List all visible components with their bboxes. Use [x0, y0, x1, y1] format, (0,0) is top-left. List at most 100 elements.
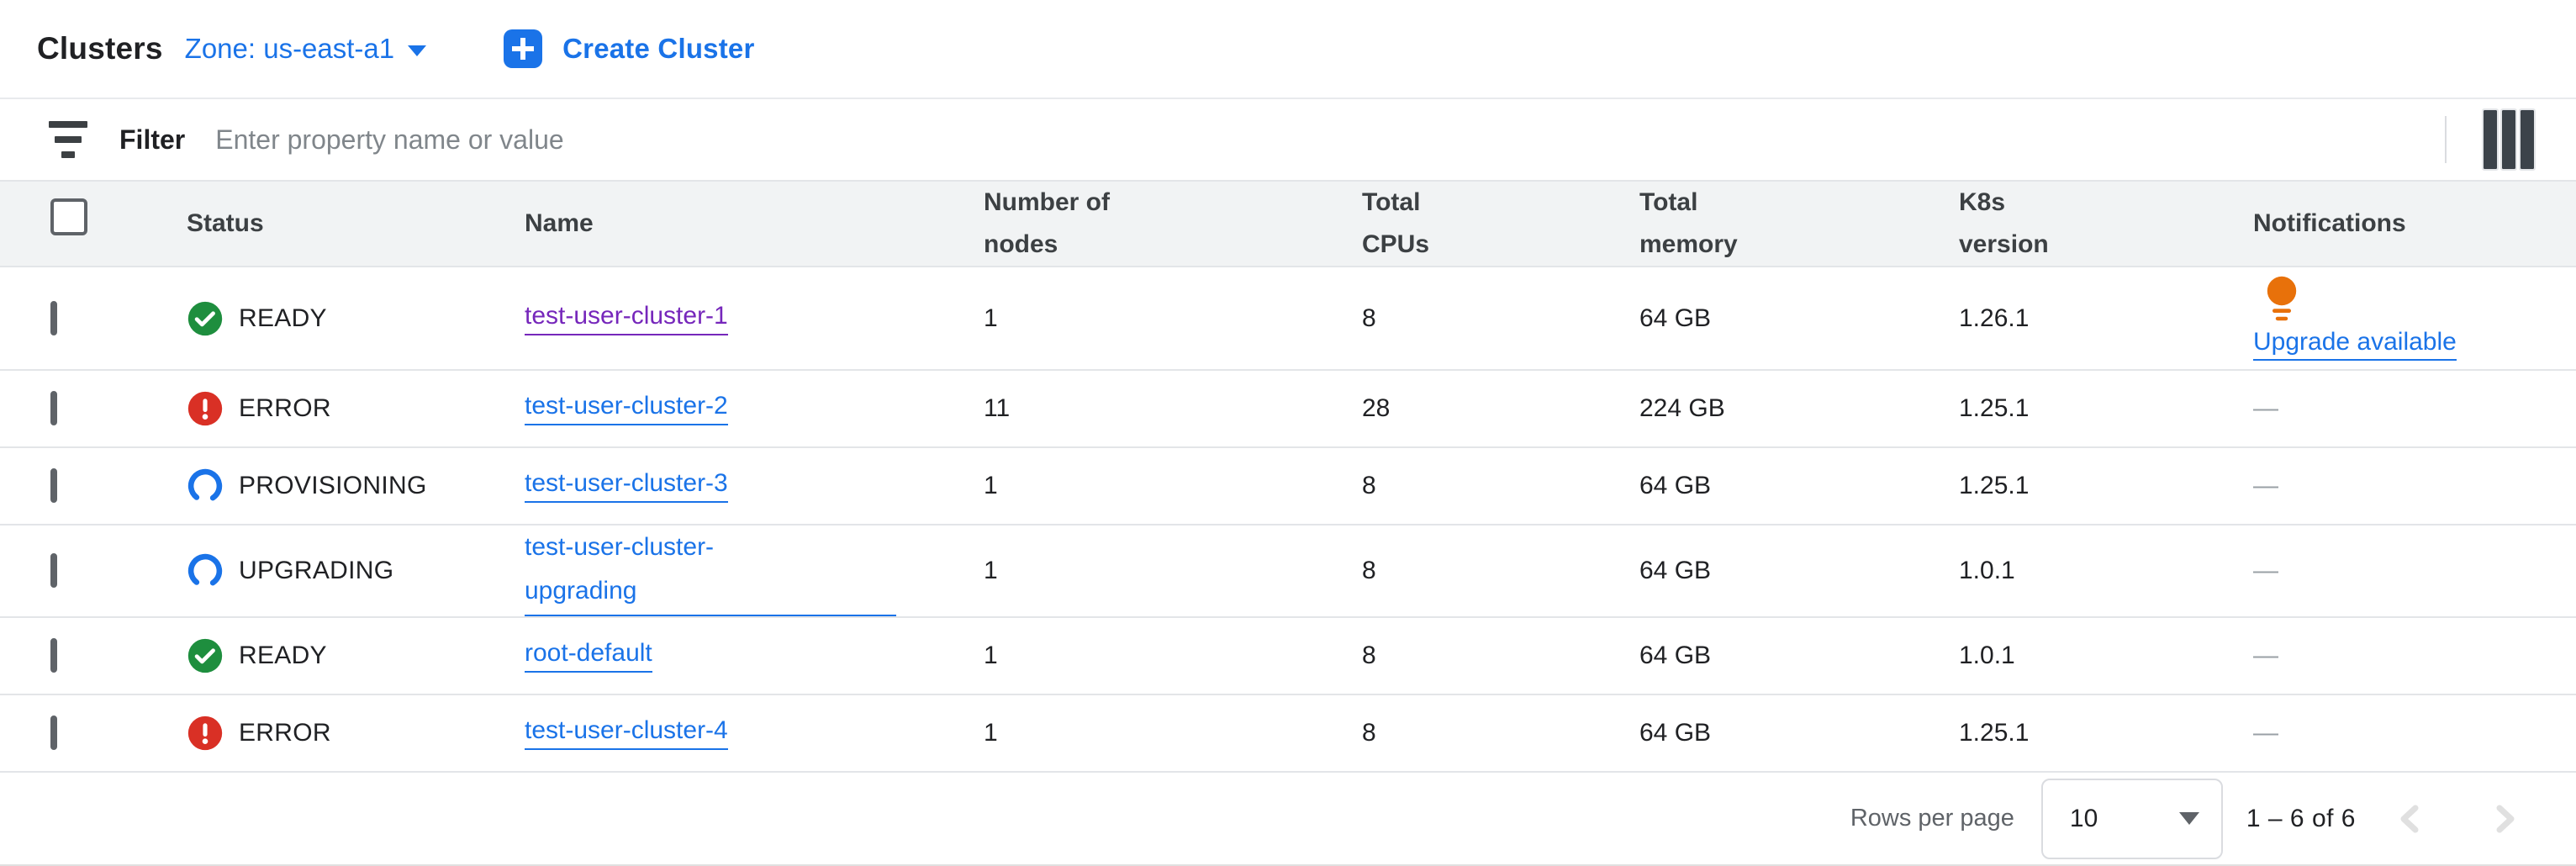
- cpus-cell: 8: [1362, 557, 1639, 585]
- nodes-cell: 1: [984, 472, 1362, 500]
- column-header-memory: Total memory: [1639, 188, 1738, 258]
- zone-selector-label: Zone: us-east-a1: [184, 33, 395, 64]
- memory-value: 64 GB: [1639, 472, 1712, 499]
- status-cell: ERROR: [187, 715, 525, 752]
- status-spinner-icon: [187, 553, 223, 589]
- cpus-value: 8: [1362, 472, 1376, 499]
- cpus-cell: 8: [1362, 304, 1639, 333]
- select-all-checkbox[interactable]: [50, 198, 87, 235]
- name-cell: test-user-cluster-4: [525, 716, 984, 750]
- create-cluster-button[interactable]: Create Cluster: [504, 29, 754, 68]
- rows-per-page-value: 10: [2069, 804, 2098, 832]
- upgrade-available-link[interactable]: Upgrade available: [2253, 328, 2457, 361]
- cluster-name-link[interactable]: test-user-cluster-3: [525, 469, 728, 503]
- chevron-down-icon: [2178, 812, 2199, 825]
- status-cell: PROVISIONING: [187, 467, 525, 504]
- nodes-cell: 1: [984, 304, 1362, 333]
- cluster-name-link[interactable]: test-user-cluster-2: [525, 392, 728, 425]
- nodes-value: 1: [984, 472, 998, 499]
- previous-page-button[interactable]: [2393, 800, 2430, 837]
- status-label: ERROR: [239, 394, 331, 422]
- select-all-cell: [0, 198, 187, 249]
- memory-value: 64 GB: [1639, 719, 1712, 747]
- row-checkbox[interactable]: [50, 468, 57, 503]
- nodes-value: 1: [984, 304, 998, 332]
- nodes-cell: 11: [984, 394, 1362, 423]
- row-checkbox[interactable]: [50, 391, 57, 425]
- notifications-cell: Upgrade available: [2253, 267, 2576, 369]
- row-checkbox[interactable]: [50, 553, 57, 588]
- name-cell: root-default: [525, 639, 984, 673]
- lightbulb-icon: [2267, 276, 2297, 321]
- notifications-cell: —: [2253, 394, 2576, 423]
- cluster-name-link[interactable]: root-default: [525, 639, 652, 673]
- cpus-value: 28: [1362, 394, 1391, 422]
- cpus-value: 8: [1362, 304, 1376, 332]
- memory-cell: 64 GB: [1639, 557, 1959, 585]
- notification-upgrade: Upgrade available: [2253, 267, 2551, 369]
- no-notification-dash: —: [2253, 642, 2278, 669]
- column-display-options-icon[interactable]: [2482, 108, 2536, 171]
- no-notification-dash: —: [2253, 719, 2278, 747]
- cluster-name-link[interactable]: test-user-cluster-4: [525, 716, 728, 750]
- row-select-cell: [0, 716, 187, 750]
- status-cell: READY: [187, 300, 525, 337]
- row-select-cell: [0, 638, 187, 673]
- filter-bar: Filter: [0, 99, 2576, 180]
- status-ready-icon: [187, 301, 223, 335]
- rows-per-page-select[interactable]: 10: [2040, 778, 2223, 859]
- memory-cell: 224 GB: [1639, 394, 1959, 423]
- notifications-cell: —: [2253, 642, 2576, 670]
- row-checkbox[interactable]: [50, 716, 57, 750]
- clusters-table: Status Name Number of nodes Total CPUs T…: [0, 180, 2576, 773]
- no-notification-dash: —: [2253, 472, 2278, 499]
- status-label: PROVISIONING: [239, 472, 427, 499]
- divider: [2445, 116, 2447, 163]
- plus-icon: [504, 29, 543, 68]
- pagination-bar: Rows per page 10 1 – 6 of 6: [0, 773, 2576, 864]
- cpus-value: 8: [1362, 642, 1376, 669]
- row-checkbox[interactable]: [50, 638, 57, 673]
- cpus-cell: 8: [1362, 642, 1639, 670]
- status-spinner-icon: [187, 468, 223, 504]
- memory-cell: 64 GB: [1639, 719, 1959, 747]
- next-page-button[interactable]: [2485, 800, 2522, 837]
- table-row: ERROR test-user-cluster-2 11 28 224 GB 1…: [0, 371, 2576, 448]
- table-row: PROVISIONING test-user-cluster-3 1 8 64 …: [0, 448, 2576, 525]
- nodes-cell: 1: [984, 719, 1362, 747]
- cluster-name-link[interactable]: test-user-cluster-1: [525, 302, 728, 335]
- name-cell: test-user-cluster-3: [525, 469, 984, 503]
- nodes-value: 1: [984, 719, 998, 747]
- k8s-version-cell: 1.0.1: [1959, 557, 2253, 585]
- chevron-down-icon: [408, 45, 427, 56]
- memory-cell: 64 GB: [1639, 472, 1959, 500]
- table-header-row: Status Name Number of nodes Total CPUs T…: [0, 180, 2576, 267]
- cluster-name-link[interactable]: test-user-cluster-upgrading: [525, 525, 896, 616]
- notifications-cell: —: [2253, 472, 2576, 500]
- cpus-value: 8: [1362, 557, 1376, 584]
- column-header-k8s-version: K8s version: [1959, 188, 2049, 258]
- status-cell: READY: [187, 637, 525, 674]
- status-cell: ERROR: [187, 390, 525, 427]
- k8s-version-cell: 1.25.1: [1959, 394, 2253, 423]
- filter-input[interactable]: [215, 124, 2445, 156]
- k8s-version-value: 1.25.1: [1959, 472, 2030, 499]
- memory-value: 64 GB: [1639, 557, 1712, 584]
- status-ready-icon: [187, 638, 223, 673]
- status-label: UPGRADING: [239, 557, 394, 584]
- page-title: Clusters: [37, 31, 163, 66]
- filter-label: Filter: [119, 124, 186, 155]
- row-checkbox[interactable]: [50, 300, 57, 335]
- table-row: ERROR test-user-cluster-4 1 8 64 GB 1.25…: [0, 695, 2576, 773]
- filter-icon: [49, 121, 87, 158]
- page-header: Clusters Zone: us-east-a1 Create Cluster: [0, 0, 2576, 99]
- status-label: ERROR: [239, 719, 331, 747]
- memory-value: 64 GB: [1639, 642, 1712, 669]
- zone-selector[interactable]: Zone: us-east-a1: [184, 33, 427, 65]
- status-error-icon: [187, 391, 223, 426]
- memory-value: 64 GB: [1639, 304, 1712, 332]
- column-header-nodes: Number of nodes: [984, 188, 1110, 258]
- notifications-cell: —: [2253, 557, 2576, 585]
- notifications-cell: —: [2253, 719, 2576, 747]
